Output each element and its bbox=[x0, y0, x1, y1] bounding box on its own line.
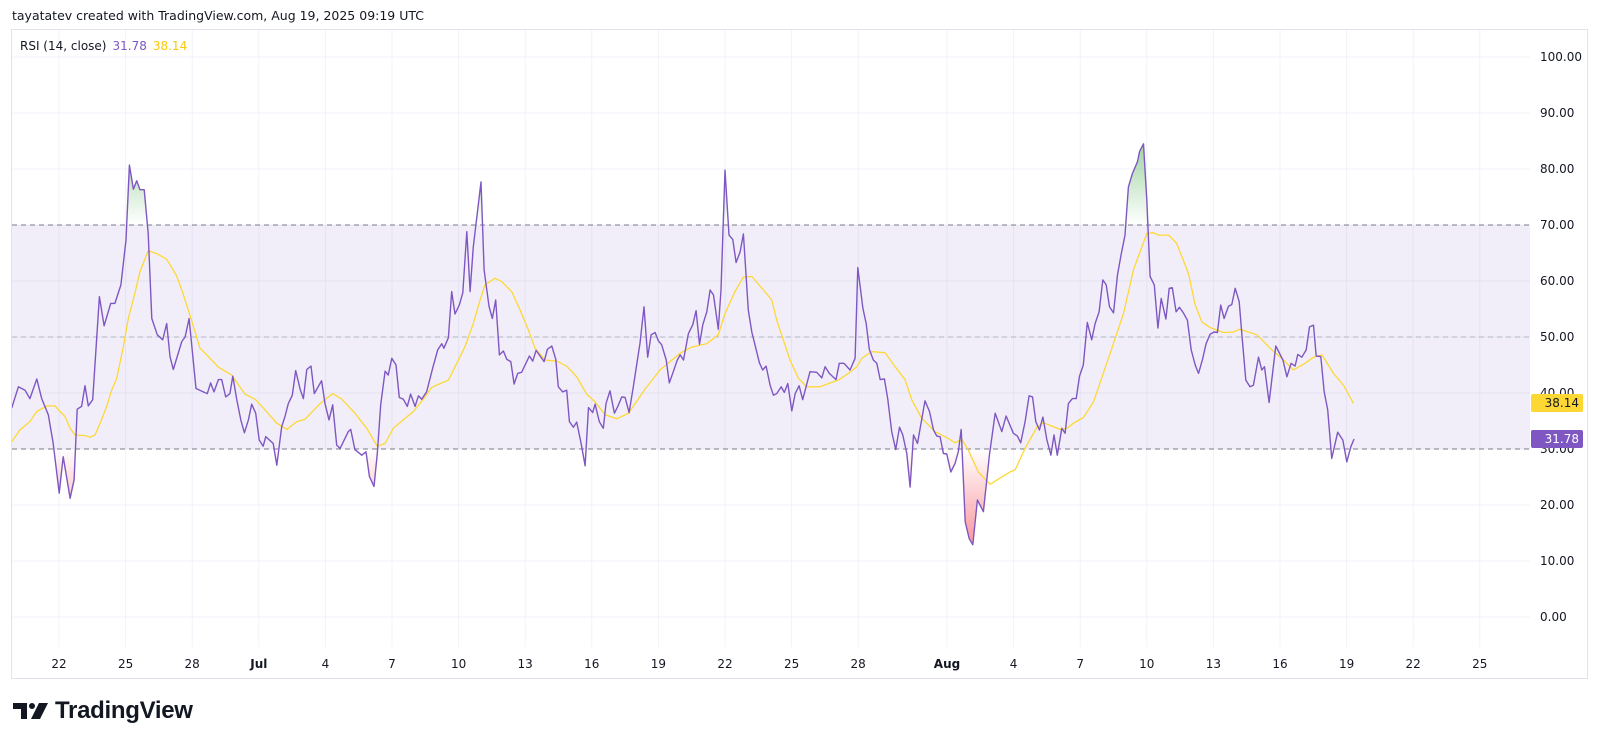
time-axis[interactable]: 22 25 28 Jul 4 7 10 13 16 19 22 25 28 Aug 4 7 10 13 16 19 22… bbox=[51, 657, 1487, 671]
x-tick-label: 25 bbox=[1472, 657, 1487, 671]
price-axis[interactable]: 100.0090.0080.0070.0060.0050.0040.0030.0… bbox=[1540, 50, 1582, 624]
x-tick-label: 19 bbox=[1339, 657, 1354, 671]
y-tick-label: 90.00 bbox=[1540, 106, 1574, 120]
x-tick-label: 7 bbox=[388, 657, 396, 671]
y-tick-label: 20.00 bbox=[1540, 498, 1574, 512]
y-tick-label: 70.00 bbox=[1540, 218, 1574, 232]
x-tick-label: 4 bbox=[322, 657, 330, 671]
x-tick-label: 22 bbox=[1406, 657, 1421, 671]
x-tick-label: 22 bbox=[717, 657, 732, 671]
x-tick-label: 10 bbox=[451, 657, 466, 671]
chart-frame bbox=[11, 29, 1588, 679]
rsi-ma-line bbox=[11, 232, 1355, 486]
tradingview-logo[interactable]: TradingView bbox=[13, 697, 193, 725]
x-tick-label: 4 bbox=[1010, 657, 1018, 671]
x-tick-label: 19 bbox=[651, 657, 666, 671]
x-tick-label: 25 bbox=[784, 657, 799, 671]
y-tick-label: 80.00 bbox=[1540, 162, 1574, 176]
chart-credit: tayatatev created with TradingView.com, … bbox=[12, 8, 425, 23]
x-tick-label: Aug bbox=[934, 657, 960, 671]
x-tick-label: 16 bbox=[1272, 657, 1287, 671]
ma-price-badge: 38.14 bbox=[1531, 394, 1583, 413]
y-tick-label: 50.00 bbox=[1540, 330, 1574, 344]
x-tick-label: 13 bbox=[1206, 657, 1221, 671]
y-tick-label: 100.00 bbox=[1540, 50, 1582, 64]
y-tick-label: 0.00 bbox=[1540, 610, 1567, 624]
x-tick-label: 13 bbox=[518, 657, 533, 671]
x-tick-label: 22 bbox=[51, 657, 66, 671]
x-tick-label: Jul bbox=[249, 657, 267, 671]
overbought-fill bbox=[11, 143, 1355, 225]
y-tick-label: 60.00 bbox=[1540, 274, 1574, 288]
x-tick-label: 28 bbox=[185, 657, 200, 671]
legend-ma-value: 38.14 bbox=[152, 39, 188, 53]
tradingview-logo-icon bbox=[13, 703, 48, 719]
x-tick-label: 25 bbox=[118, 657, 133, 671]
legend-rsi-value: 31.78 bbox=[112, 39, 147, 53]
y-tick-label: 10.00 bbox=[1540, 554, 1574, 568]
x-tick-label: 16 bbox=[584, 657, 599, 671]
indicator-legend[interactable]: RSI (14, close) 31.78 38.14 bbox=[20, 39, 193, 53]
x-tick-label: 10 bbox=[1139, 657, 1154, 671]
x-tick-label: 7 bbox=[1076, 657, 1084, 671]
rsi-line bbox=[11, 143, 1355, 546]
x-tick-label: 28 bbox=[851, 657, 866, 671]
rsi-price-badge: 31.78 bbox=[1531, 430, 1583, 449]
tradingview-logo-text: TradingView bbox=[55, 697, 193, 724]
legend-indicator-name: RSI (14, close) bbox=[20, 39, 107, 53]
